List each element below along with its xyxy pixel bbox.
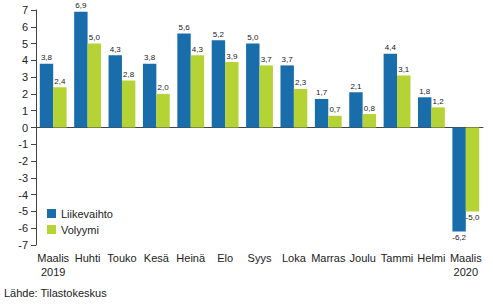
svg-text:3,9: 3,9 bbox=[226, 52, 238, 61]
svg-text:2,3: 2,3 bbox=[295, 78, 307, 87]
svg-text:2,8: 2,8 bbox=[123, 70, 135, 79]
svg-text:Marras: Marras bbox=[311, 252, 346, 264]
svg-text:1,8: 1,8 bbox=[419, 87, 431, 96]
svg-text:3,8: 3,8 bbox=[144, 53, 156, 62]
svg-text:0,8: 0,8 bbox=[364, 104, 376, 113]
svg-text:Syys: Syys bbox=[248, 252, 272, 264]
svg-text:1,2: 1,2 bbox=[433, 97, 445, 106]
svg-text:2,4: 2,4 bbox=[54, 77, 66, 86]
svg-text:Volyymi: Volyymi bbox=[61, 224, 99, 236]
svg-text:Tammi: Tammi bbox=[381, 252, 413, 264]
svg-text:5,2: 5,2 bbox=[213, 30, 225, 39]
svg-text:1: 1 bbox=[22, 105, 28, 117]
svg-text:Elo: Elo bbox=[217, 252, 233, 264]
svg-text:-2: -2 bbox=[18, 155, 28, 167]
svg-text:1,7: 1,7 bbox=[316, 88, 328, 97]
svg-text:Huhti: Huhti bbox=[75, 252, 101, 264]
svg-text:5,0: 5,0 bbox=[89, 33, 101, 42]
svg-text:2,0: 2,0 bbox=[157, 83, 169, 92]
svg-text:4,3: 4,3 bbox=[110, 45, 122, 54]
svg-text:Loka: Loka bbox=[282, 252, 307, 264]
svg-text:4: 4 bbox=[22, 54, 28, 66]
svg-text:5,6: 5,6 bbox=[178, 23, 190, 32]
svg-text:3: 3 bbox=[22, 71, 28, 83]
svg-text:2,1: 2,1 bbox=[350, 82, 362, 91]
svg-text:0: 0 bbox=[22, 122, 28, 134]
svg-text:Touko: Touko bbox=[107, 252, 136, 264]
svg-text:3,8: 3,8 bbox=[41, 53, 53, 62]
svg-text:-6,2: -6,2 bbox=[452, 233, 466, 242]
svg-text:2020: 2020 bbox=[454, 266, 478, 278]
svg-text:Liikevaihto: Liikevaihto bbox=[61, 208, 113, 220]
svg-text:6,9: 6,9 bbox=[75, 1, 87, 10]
svg-text:3,7: 3,7 bbox=[261, 55, 273, 64]
svg-text:Helmi: Helmi bbox=[417, 252, 445, 264]
svg-text:0,7: 0,7 bbox=[329, 105, 341, 114]
svg-text:4,4: 4,4 bbox=[385, 43, 397, 52]
svg-text:7: 7 bbox=[22, 4, 28, 16]
svg-text:Lähde: Tilastokeskus: Lähde: Tilastokeskus bbox=[4, 287, 107, 299]
svg-text:2019: 2019 bbox=[41, 266, 65, 278]
svg-text:Maalis: Maalis bbox=[450, 252, 482, 264]
svg-text:2: 2 bbox=[22, 88, 28, 100]
svg-text:5: 5 bbox=[22, 38, 28, 50]
svg-text:Kesä: Kesä bbox=[144, 252, 170, 264]
svg-text:Maalis: Maalis bbox=[37, 252, 69, 264]
svg-text:4,3: 4,3 bbox=[192, 45, 204, 54]
svg-text:3,1: 3,1 bbox=[398, 65, 410, 74]
svg-text:-5: -5 bbox=[18, 205, 28, 217]
svg-text:3,7: 3,7 bbox=[282, 55, 294, 64]
svg-text:-1: -1 bbox=[18, 138, 28, 150]
svg-text:5,0: 5,0 bbox=[247, 33, 259, 42]
svg-text:-4: -4 bbox=[18, 189, 28, 201]
svg-text:Joulu: Joulu bbox=[350, 252, 376, 264]
svg-text:-6: -6 bbox=[18, 222, 28, 234]
svg-text:6: 6 bbox=[22, 21, 28, 33]
svg-text:-7: -7 bbox=[18, 239, 28, 251]
svg-text:-3: -3 bbox=[18, 172, 28, 184]
svg-text:-5,0: -5,0 bbox=[466, 213, 480, 222]
svg-text:Heinä: Heinä bbox=[176, 252, 206, 264]
